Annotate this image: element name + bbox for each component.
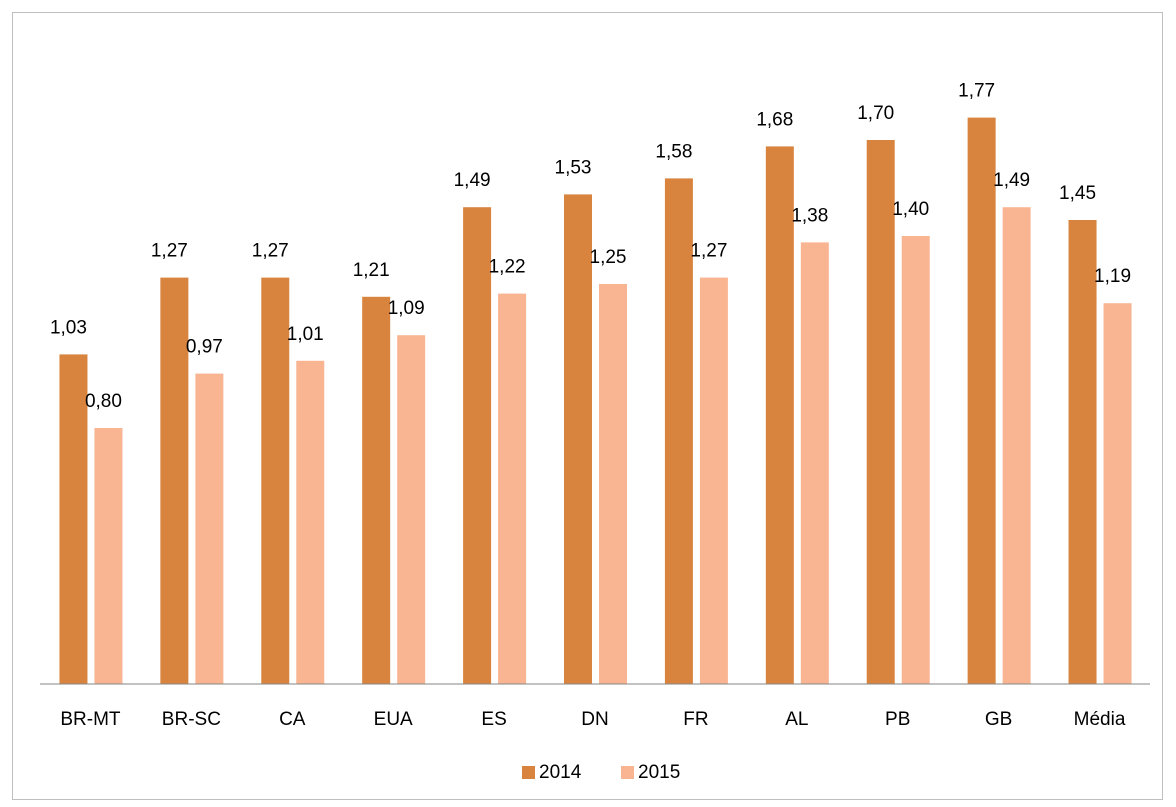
x-tick-label: PB [885, 709, 910, 730]
bar [463, 207, 492, 684]
bar [498, 293, 527, 684]
bar [261, 277, 290, 684]
data-label: 1,58 [655, 141, 692, 162]
bar [599, 284, 627, 684]
bar [765, 146, 794, 684]
data-label: 1,09 [388, 298, 425, 319]
bar [296, 360, 325, 684]
bar [664, 178, 693, 684]
data-label: 1,53 [555, 157, 592, 178]
data-label: 1,19 [1094, 266, 1131, 287]
x-tick-label: ES [481, 709, 506, 730]
data-label: 1,70 [857, 103, 894, 124]
bar [195, 373, 224, 684]
x-tick-label: GB [985, 709, 1012, 730]
data-label: 0,97 [186, 337, 223, 358]
bar [397, 335, 426, 684]
x-tick-label: DN [581, 709, 608, 730]
bar [362, 296, 391, 684]
data-label: 1,77 [958, 81, 995, 102]
bar [564, 194, 592, 684]
bar [967, 117, 996, 685]
x-tick-label: Média [1074, 709, 1126, 730]
legend-swatch [522, 766, 535, 779]
data-label: 1,27 [151, 241, 188, 262]
bar [699, 277, 728, 684]
data-label: 1,03 [50, 317, 87, 338]
data-label: 1,40 [892, 199, 929, 220]
legend-label: 2014 [539, 762, 582, 783]
bar [59, 354, 88, 684]
x-tick-label: BR-MT [60, 709, 121, 730]
x-tick-label: EUA [374, 709, 413, 730]
bar [1068, 220, 1097, 684]
data-label: 0,80 [85, 391, 122, 412]
x-tick-label: BR-SC [162, 709, 221, 730]
bar [800, 242, 829, 684]
legend-label: 2015 [638, 762, 680, 783]
data-label: 1,01 [287, 324, 324, 345]
data-label: 1,49 [454, 170, 491, 191]
legend-swatch [621, 766, 634, 779]
data-label: 1,38 [791, 205, 828, 226]
data-label: 1,22 [489, 257, 526, 278]
bar [160, 277, 189, 684]
bar [866, 140, 895, 684]
data-label: 1,27 [252, 241, 289, 262]
bar [94, 428, 123, 684]
data-label: 1,25 [590, 247, 627, 268]
x-tick-label: AL [785, 709, 808, 730]
bar [1002, 207, 1031, 684]
x-tick-label: FR [683, 709, 708, 730]
data-label: 1,49 [993, 170, 1030, 191]
bar [901, 236, 930, 684]
bar [1103, 303, 1132, 684]
data-label: 1,27 [690, 241, 727, 262]
data-label: 1,45 [1059, 183, 1096, 204]
data-label: 1,68 [756, 109, 793, 130]
data-label: 1,21 [353, 260, 390, 281]
x-tick-label: CA [279, 709, 306, 730]
